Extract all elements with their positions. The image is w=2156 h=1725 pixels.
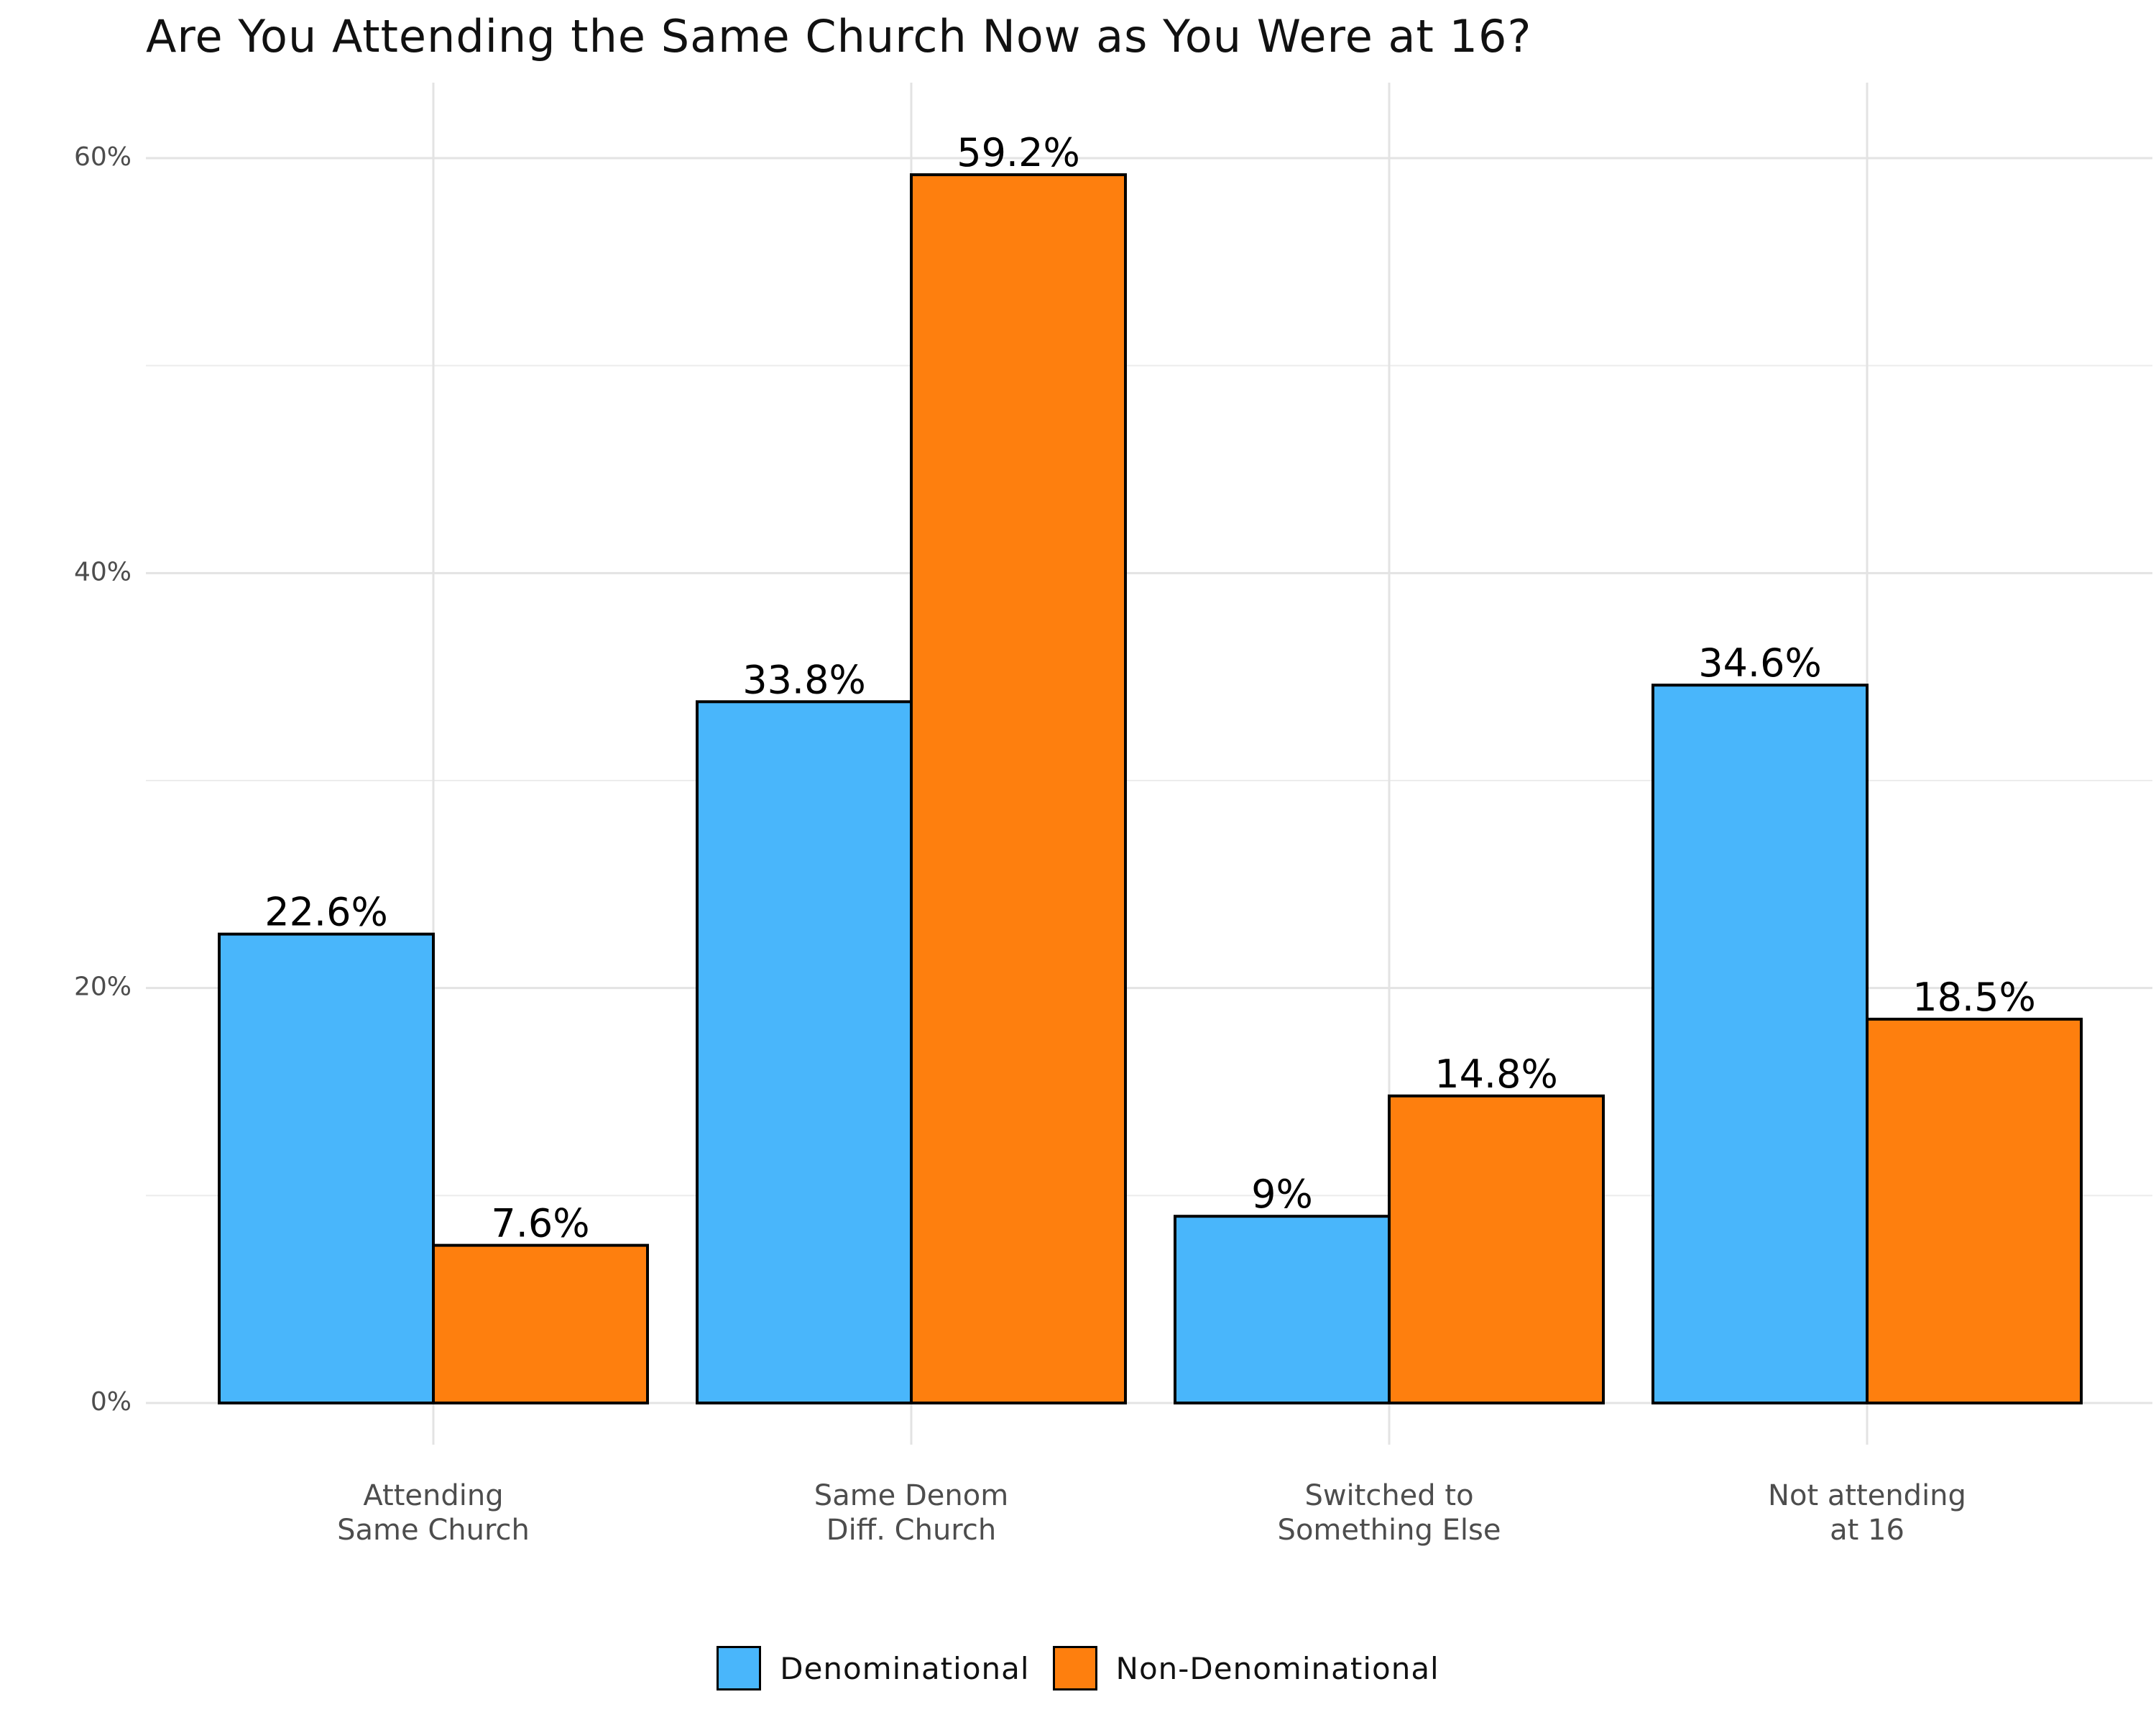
bar-non-denominational-3: [1388, 1094, 1605, 1404]
data-label-non-denominational-2: 59.2%: [957, 130, 1080, 175]
bar-value-labels: 22.6% 33.8% 9% 34.6% 7.6% 59.2% 14.8% 18.5%: [264, 130, 2036, 1246]
legend-item-non-denominational: Non-Denominational: [1052, 1646, 1439, 1690]
x-axis-category-labels: Attending Same Church Same Denom Diff. Chur…: [337, 1479, 1966, 1547]
y-axis-tick-labels: 0% 20% 40% 60%: [74, 142, 132, 1417]
bar-denominational-1: [218, 932, 435, 1404]
bar-non-denominational-1: [432, 1243, 649, 1404]
data-label-denominational-4: 34.6%: [1698, 640, 1822, 686]
data-label-denominational-2: 33.8%: [742, 657, 866, 702]
x-tick-label: Switched to Something Else: [1278, 1479, 1501, 1547]
y-tick-label: 60%: [74, 142, 132, 172]
data-label-non-denominational-4: 18.5%: [1912, 975, 2036, 1020]
legend-key-non-denominational: [1052, 1646, 1097, 1690]
data-label-denominational-1: 22.6%: [264, 890, 388, 935]
data-label-denominational-3: 9%: [1251, 1172, 1313, 1217]
y-tick-label: 0%: [91, 1387, 132, 1417]
legend-label-denominational: Denominational: [780, 1650, 1030, 1686]
bar-denominational-4: [1651, 684, 1869, 1404]
bar-non-denominational-2: [910, 173, 1127, 1404]
x-tick-label: Attending Same Church: [337, 1479, 530, 1547]
legend-key-denominational: [717, 1646, 762, 1690]
legend: Denominational Non-Denominational: [0, 1646, 2156, 1690]
x-tick-label: Same Denom Diff. Church: [814, 1479, 1008, 1547]
bar-denominational-2: [696, 700, 913, 1404]
y-tick-label: 20%: [74, 972, 132, 1002]
x-tick-label: Not attending at 16: [1768, 1479, 1966, 1547]
bar-non-denominational-4: [1866, 1017, 2083, 1404]
legend-item-denominational: Denominational: [717, 1646, 1029, 1690]
bar-denominational-3: [1174, 1215, 1391, 1404]
y-tick-label: 40%: [74, 557, 132, 586]
chart-title: Are You Attending the Same Church Now as…: [146, 10, 1532, 63]
bars: [218, 173, 2083, 1404]
data-label-non-denominational-3: 14.8%: [1434, 1052, 1558, 1097]
data-label-non-denominational-1: 7.6%: [491, 1201, 589, 1246]
legend-label-non-denominational: Non-Denominational: [1115, 1650, 1439, 1686]
